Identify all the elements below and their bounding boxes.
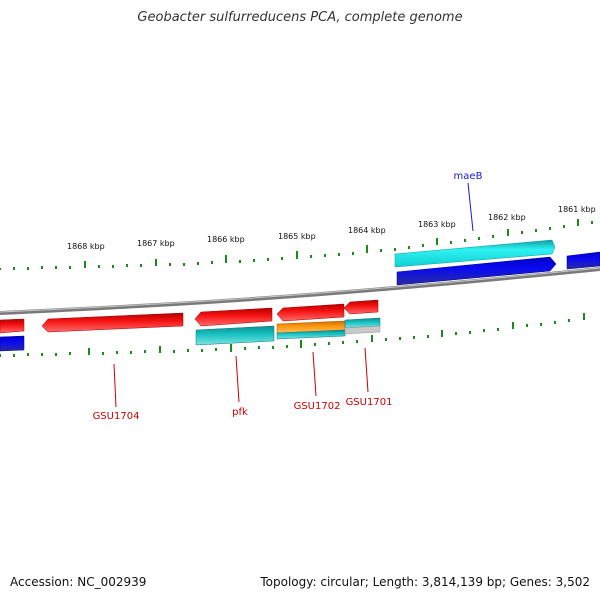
label-leader-GSU1701 xyxy=(364,347,369,393)
gene-label-GSU1702[interactable]: GSU1702 xyxy=(294,401,341,412)
reverse-tick-track xyxy=(0,313,585,357)
gene-label-pfk[interactable]: pfk xyxy=(232,407,248,418)
reverse-gene-left[interactable] xyxy=(0,318,25,334)
label-leader-pfk xyxy=(235,355,240,403)
reverse-strand-features xyxy=(0,299,381,346)
map-title: Geobacter sulfurreducens PCA, complete g… xyxy=(137,10,463,25)
kbp-label: 1864 kbp xyxy=(348,226,386,235)
kbp-label: 1861 kbp xyxy=(558,205,596,214)
gene-GSU1701[interactable] xyxy=(343,299,379,315)
topology-summary: Topology: circular; Length: 3,814,139 bp… xyxy=(260,575,590,589)
kbp-label: 1863 kbp xyxy=(418,220,456,229)
label-leader-GSU1702 xyxy=(312,351,317,397)
gene-label-maeB[interactable]: maeB xyxy=(454,171,483,182)
genome-backbone xyxy=(0,267,600,315)
gene-label-GSU1704[interactable]: GSU1704 xyxy=(93,411,140,422)
kbp-label: 1865 kbp xyxy=(278,232,316,241)
accession-label: Accession: NC_002939 xyxy=(10,575,147,589)
gene-label-GSU1701[interactable]: GSU1701 xyxy=(346,397,393,408)
gene-maeB[interactable] xyxy=(396,256,557,286)
kbp-label: 1868 kbp xyxy=(67,242,105,251)
gene-GSU1704[interactable] xyxy=(41,312,184,333)
label-leader-GSU1704 xyxy=(113,363,117,408)
forward-gene-right[interactable] xyxy=(566,251,600,270)
forward-tick-track xyxy=(0,219,593,270)
gene-GSU1702-cds-alt[interactable] xyxy=(276,329,346,340)
label-leader-maeB xyxy=(467,182,474,232)
kbp-label: 1867 kbp xyxy=(137,239,175,248)
gene-maeB-cds[interactable] xyxy=(394,239,556,268)
gene-pfk[interactable] xyxy=(194,307,273,327)
gene-pfk-cds[interactable] xyxy=(195,325,275,346)
forward-strand-features xyxy=(0,239,600,352)
gene-GSU1702[interactable] xyxy=(276,303,345,322)
genome-backbone-highlight xyxy=(0,267,600,313)
forward-gene-left[interactable] xyxy=(0,335,25,352)
gene-GSU1701-cds-alt[interactable] xyxy=(344,325,381,335)
kbp-label: 1866 kbp xyxy=(207,235,245,244)
kbp-label: 1862 kbp xyxy=(488,213,526,222)
